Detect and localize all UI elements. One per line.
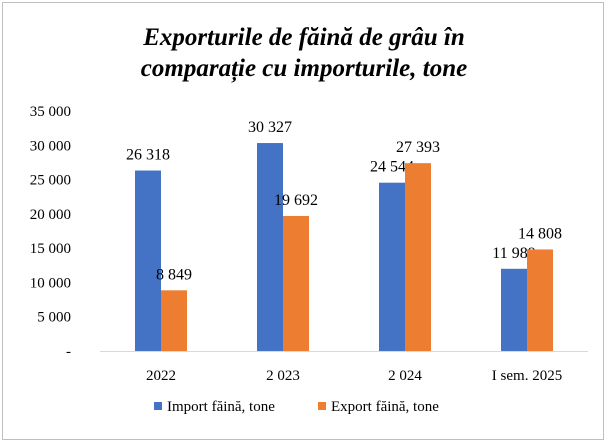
bar: [257, 143, 283, 351]
legend-swatch: [318, 402, 326, 410]
data-label: 19 692: [274, 192, 318, 209]
y-tick-label: 15 000: [30, 241, 71, 257]
data-label: 24 544: [370, 159, 414, 176]
y-tick-label: 10 000: [30, 275, 71, 291]
data-label: 14 808: [518, 225, 562, 242]
y-tick-label: 30 000: [30, 138, 71, 154]
bar: [405, 163, 431, 351]
bar: [283, 215, 309, 351]
bar: [135, 170, 161, 351]
chart-title-line-1: Exporturile de făină de grâu în: [143, 24, 465, 51]
x-tick-label: 2 023: [266, 368, 300, 384]
data-label: 8 849: [156, 266, 192, 283]
y-tick-label: -: [66, 344, 71, 360]
x-tick-label: 2 024: [388, 368, 422, 384]
bar: [501, 268, 527, 351]
chart-title: Exporturile de făină de grâu în comparaț…: [0, 22, 608, 84]
data-label: 26 318: [126, 147, 170, 164]
legend-swatch: [154, 402, 162, 410]
bar: [161, 290, 187, 351]
x-tick-label: I sem. 2025: [492, 368, 562, 384]
bar: [527, 249, 553, 351]
legend-label: Export făină, tone: [331, 399, 439, 415]
y-tick-label: 25 000: [30, 173, 71, 189]
data-label: 30 327: [248, 119, 292, 136]
data-label: 11 989: [492, 245, 535, 262]
y-tick-label: 20 000: [30, 207, 71, 223]
y-tick-label: 35 000: [30, 104, 71, 120]
y-tick-label: 5 000: [37, 310, 71, 326]
bar: [379, 182, 405, 351]
data-label: 27 393: [396, 139, 440, 156]
chart-title-line-2: comparație cu importurile, tone: [140, 55, 468, 82]
legend-label: Import făină, tone: [167, 399, 275, 415]
x-tick-label: 2022: [146, 368, 176, 384]
